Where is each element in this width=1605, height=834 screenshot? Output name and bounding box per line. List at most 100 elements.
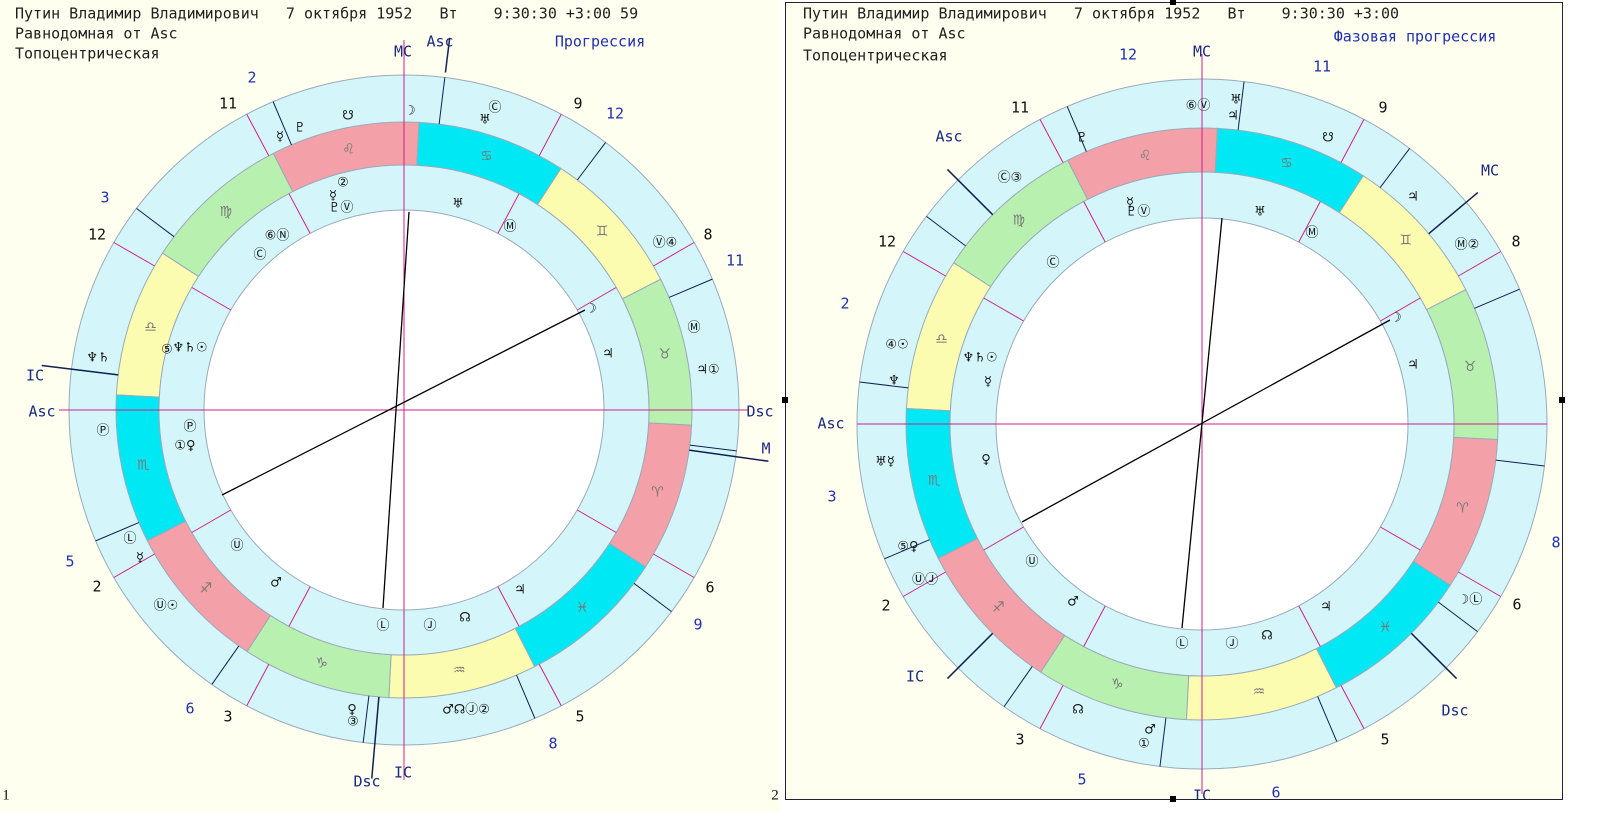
progressed-cusp [1438, 601, 1478, 633]
house-number-progressed: 8 [548, 735, 557, 753]
handle [1559, 397, 1565, 403]
aspect-line [382, 211, 410, 609]
planet-glyph: ♃ [1407, 358, 1419, 373]
house-number: 5 [575, 708, 584, 726]
progressed-cusp [438, 77, 446, 125]
house-number: 8 [703, 226, 712, 244]
house-cusp [538, 664, 562, 707]
planet-glyph: ② [337, 176, 349, 191]
axis-label: Фазовая прогрессия [1334, 28, 1497, 46]
zodiac-glyph: ♒ [1253, 684, 1266, 700]
planet-glyph: Ⓜ [687, 321, 700, 336]
planet-glyph: Ⓤ [230, 539, 243, 554]
axis-label: Asc [28, 403, 55, 421]
zodiac-glyph: ♓ [576, 600, 589, 616]
planet-glyph: ♂ [1144, 723, 1156, 738]
progressed-cusp [633, 582, 672, 613]
house-cusp [1380, 297, 1421, 322]
zodiac-glyph: ♒ [453, 663, 466, 679]
progressed-cusp [362, 695, 370, 743]
progressed-cusp [516, 674, 536, 719]
planet-glyph: ① [1138, 737, 1150, 752]
house-cusp [191, 509, 232, 533]
planet-glyph: ♂☊Ⓙ② [442, 703, 490, 718]
planet-glyph: ♇ [1076, 131, 1088, 146]
progressed-cusp [576, 142, 607, 181]
progressed-cusp [926, 215, 966, 247]
planet-glyph: ♆ [888, 374, 900, 389]
house-number-progressed: 3 [827, 488, 836, 506]
house-number: 11 [219, 95, 237, 113]
planet-glyph: ♅☿ [875, 455, 895, 470]
house-cusp [576, 287, 617, 311]
zodiac-glyph: ♑ [315, 655, 328, 671]
house-cusp [1380, 526, 1421, 551]
house-cusp [1458, 571, 1502, 597]
planet-glyph: ♀ [347, 703, 357, 718]
house-cusp [902, 571, 946, 597]
planet-glyph: ♀ [981, 453, 991, 468]
house-cusp [113, 242, 155, 267]
axis-label: M [761, 440, 770, 458]
planet-glyph: ☿ [136, 551, 144, 566]
planet-glyph: ♃ [602, 347, 614, 362]
axis-label: IC [394, 764, 412, 782]
axis-label: MC [394, 43, 412, 61]
planet-glyph: ☊ [1072, 703, 1084, 718]
house-cusp [1039, 685, 1064, 729]
house-number: 9 [1378, 99, 1387, 117]
planet-glyph: Ⓒ③ [998, 171, 1023, 186]
house-cusp [576, 509, 617, 533]
header-line: Топоцентрическая [15, 45, 160, 63]
progressed-cusp [1379, 148, 1411, 188]
aspect-line [1021, 319, 1391, 523]
progressed-cusp [1474, 288, 1520, 309]
progressed-axis [689, 449, 769, 462]
planet-glyph: ♃ [514, 583, 526, 598]
house-number-progressed: 12 [606, 105, 624, 123]
house-cusp [1458, 251, 1502, 277]
house-number: 2 [92, 578, 101, 596]
planet-glyph: Ⓙ [423, 619, 436, 634]
planet-glyph: Ⓟ [96, 424, 109, 439]
planet-glyph: Ⓤ [1025, 555, 1038, 570]
planet-glyph: Ⓛ [376, 619, 389, 634]
zodiac-glyph: ♊ [596, 224, 609, 240]
planet-glyph: ☿ [984, 375, 992, 390]
house-cusp [1083, 201, 1106, 243]
planet-glyph: Ⓒ [488, 101, 501, 116]
progressed-axis [1410, 632, 1458, 680]
house-cusp [1340, 119, 1365, 163]
progressed-cusp [95, 522, 140, 542]
planet-glyph: ♃ [1407, 190, 1419, 205]
zodiac-glyph: ♏ [928, 473, 941, 489]
house-cusp [1083, 605, 1106, 647]
house-cusp [538, 113, 562, 156]
zodiac-glyph: ♎ [935, 331, 948, 347]
house-number: 6 [705, 579, 714, 597]
planet-glyph: ④☉ [885, 338, 908, 353]
zodiac-glyph: ♓ [1379, 620, 1392, 636]
planet-glyph: ☿ [276, 130, 284, 145]
planet-glyph: ①♀ [174, 439, 195, 454]
planet-glyph: ♃ [1320, 600, 1332, 615]
house-number: 3 [1015, 731, 1024, 749]
progressed-axis [946, 632, 994, 680]
aspect-line [221, 309, 586, 496]
header-line: Путин Владимир Владимирович 7 октября 19… [15, 5, 638, 23]
planet-glyph: ☊ [459, 611, 471, 626]
house-number-progressed: 11 [726, 252, 744, 270]
planet-glyph: ☋ [1322, 131, 1334, 146]
planet-glyph: ♆♄ [86, 351, 109, 366]
axis-label: Dsc [353, 773, 380, 791]
zodiac-glyph: ♍ [1012, 212, 1025, 228]
house-number: 6 [1512, 596, 1521, 614]
house-cusp [983, 526, 1024, 551]
house-cusp [288, 193, 311, 234]
house-cusp [246, 113, 270, 156]
planet-glyph: ♆♄☉ [173, 341, 208, 356]
progressed-axis [1428, 192, 1479, 235]
zodiac-glyph: ♌ [1139, 148, 1152, 164]
axis-label: MC [1481, 162, 1499, 180]
zodiac-glyph: ♋ [480, 149, 493, 165]
